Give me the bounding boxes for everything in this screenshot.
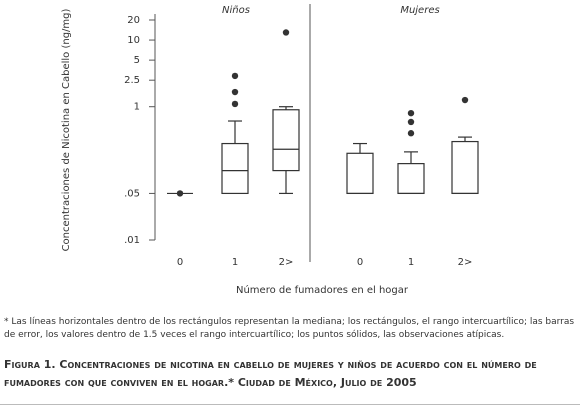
box [397, 163, 425, 195]
x-tick-label: 1 [408, 257, 414, 268]
panel-title: Niños [222, 5, 250, 16]
y-tick-label: 10 [127, 35, 140, 46]
y-tick-label: .01 [124, 235, 140, 246]
box [451, 140, 479, 195]
rule [0, 404, 580, 405]
x-tick-label: 2> [279, 257, 294, 268]
outlier [407, 130, 415, 137]
chart: Concentraciones de Nicotina en Cabello (… [61, 4, 479, 296]
outlier [231, 88, 239, 96]
y-tick-label: .05 [124, 188, 140, 199]
outlier [461, 96, 469, 104]
outlier [231, 100, 239, 108]
outlier [176, 190, 184, 197]
x-tick-label: 2> [458, 257, 473, 268]
panel-title: Mujeres [400, 5, 439, 16]
box [272, 109, 300, 172]
y-axis-label: Concentraciones de Nicotina en Cabello (… [61, 8, 72, 251]
y-tick-label: 1 [134, 102, 140, 113]
footnote: * Las líneas horizontales dentro de los … [4, 317, 575, 340]
figure-caption: Figura 1. Concentraciones de nicotina en… [4, 358, 537, 389]
y-tick-label: 2.5 [124, 75, 140, 86]
y-tick-label: 20 [127, 15, 140, 26]
outlier [282, 29, 290, 36]
x-tick-label: 1 [232, 257, 238, 268]
x-tick-label: 0 [357, 257, 363, 268]
box [346, 152, 374, 195]
y-tick-label: 5 [134, 55, 140, 66]
outlier [407, 118, 415, 126]
box [221, 142, 249, 195]
outlier [231, 72, 239, 80]
x-axis-label: Número de fumadores en el hogar [236, 284, 409, 296]
x-tick-label: 0 [177, 257, 183, 268]
outlier [407, 109, 415, 117]
